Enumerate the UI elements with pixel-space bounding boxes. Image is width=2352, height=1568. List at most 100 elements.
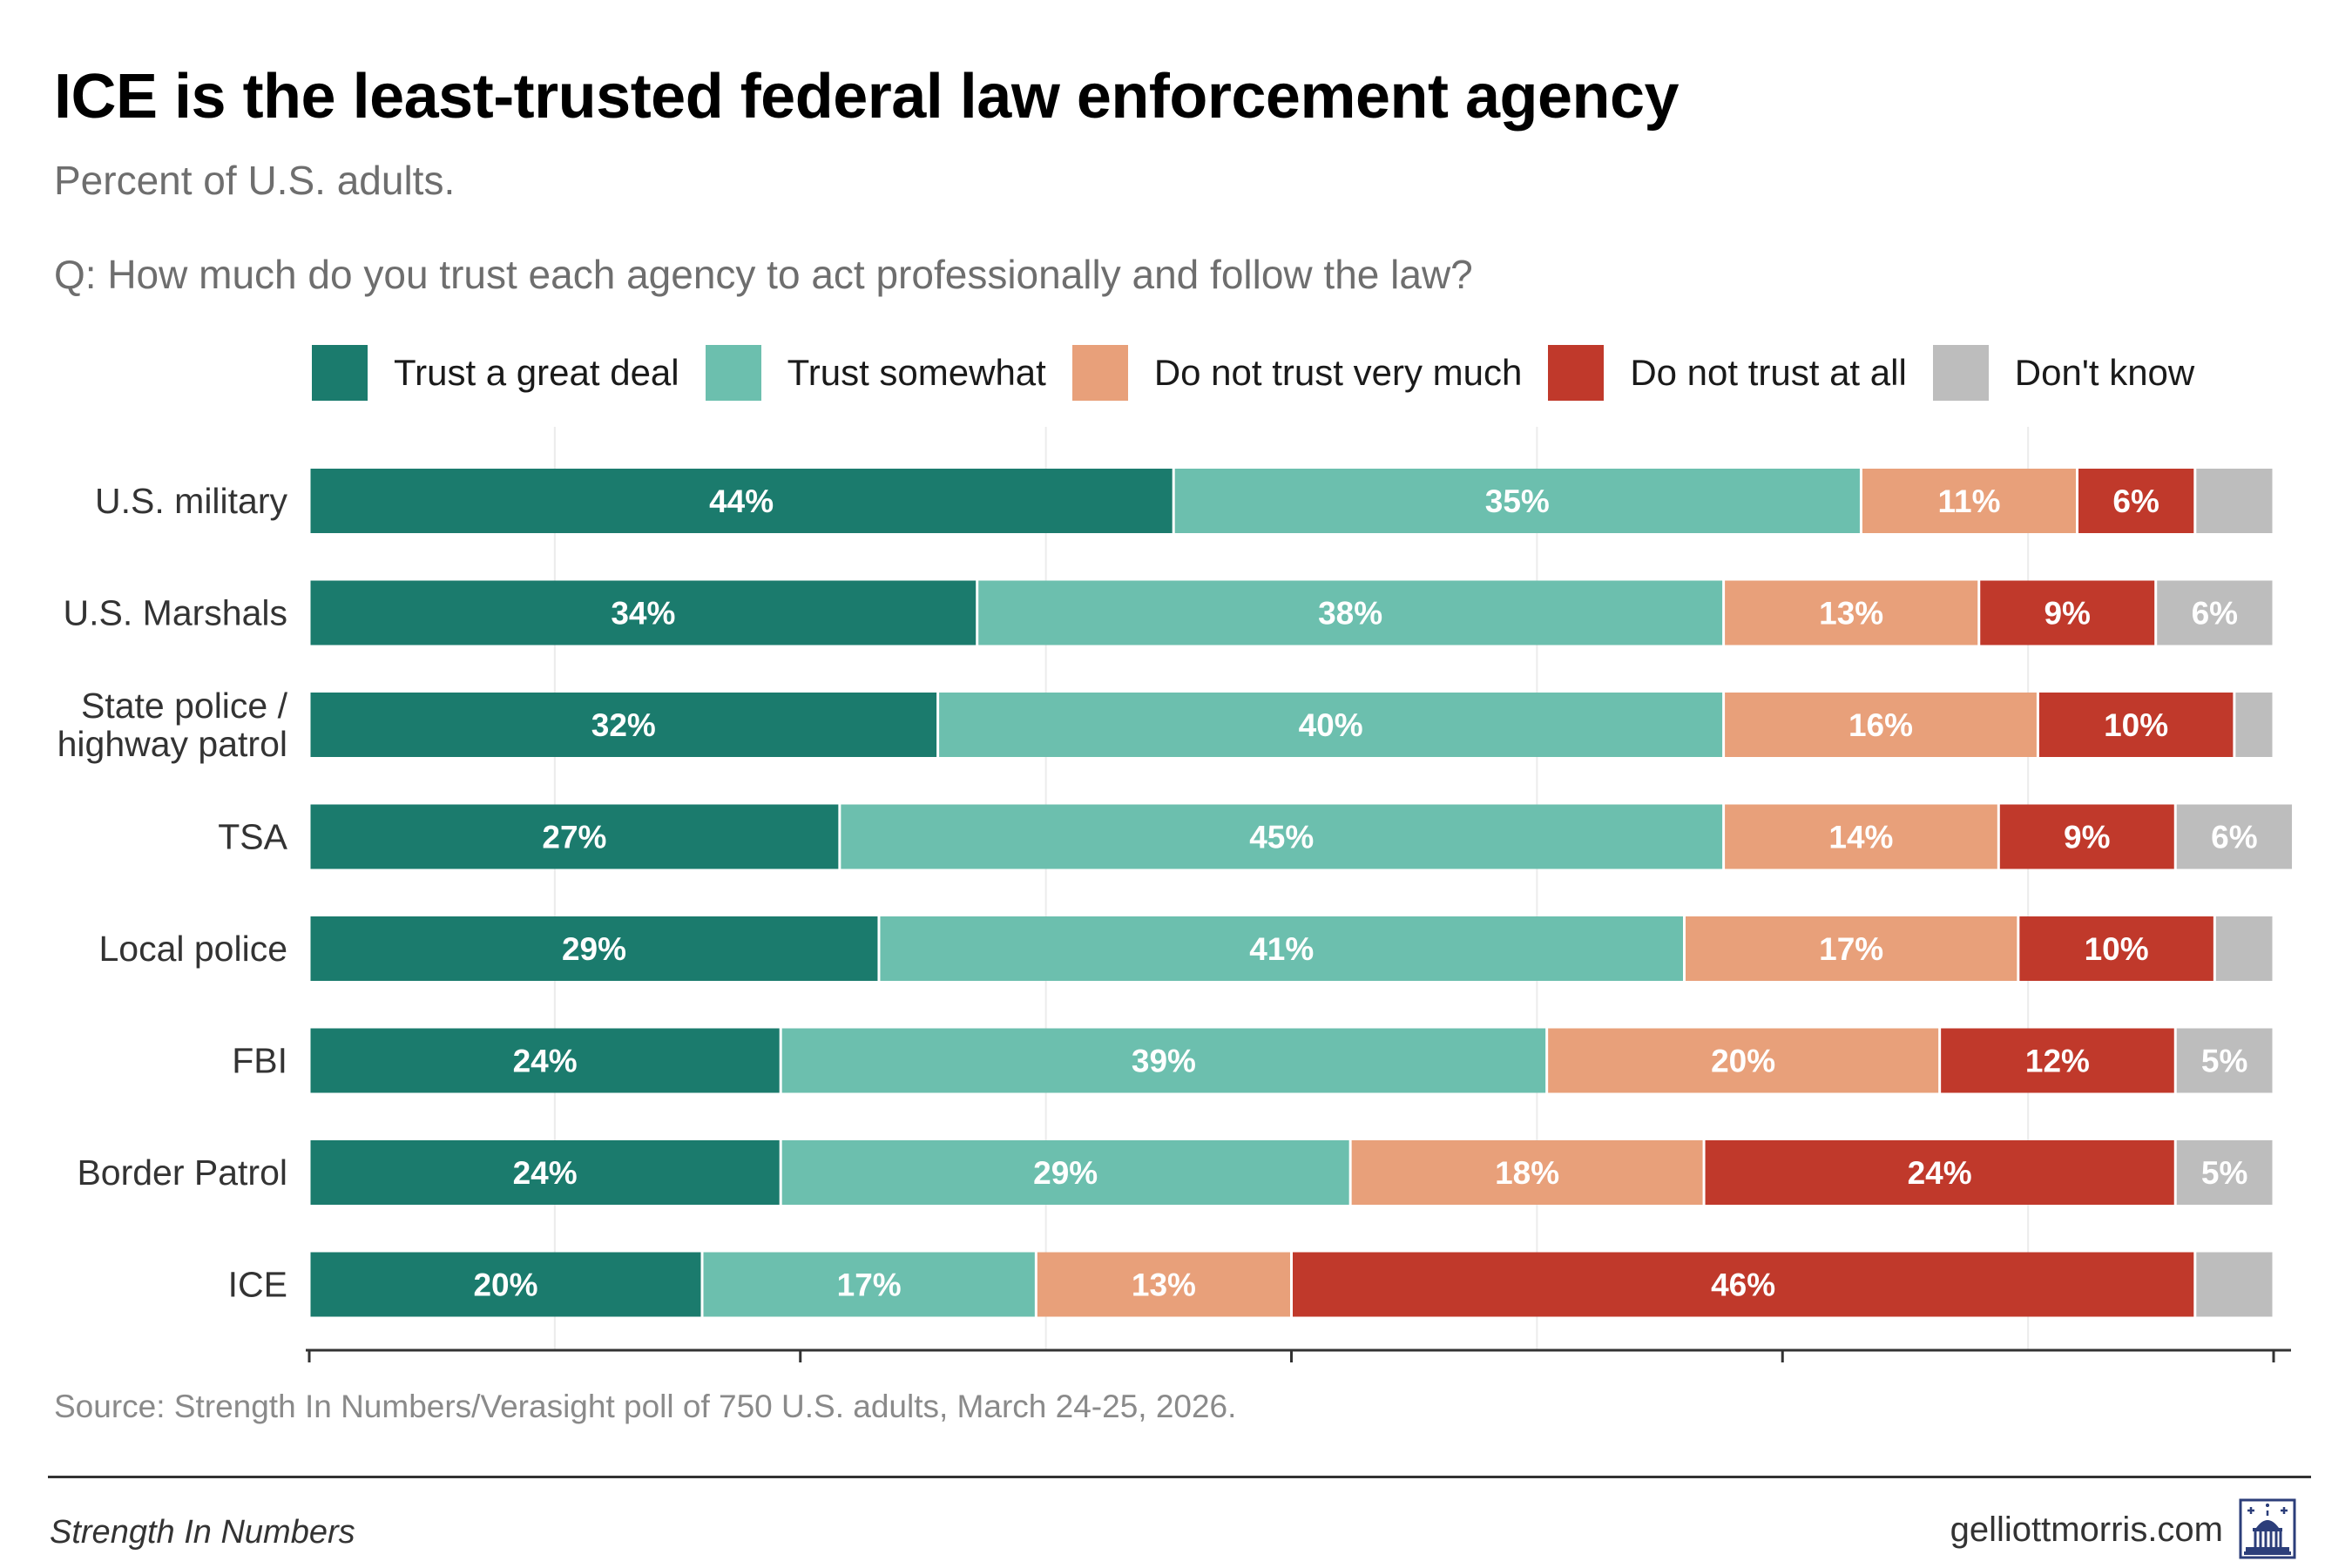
bar-segment [1686,916,2017,981]
legend-swatch [705,345,761,401]
bar-segment [2157,580,2273,645]
category-label: Border Patrol [77,1152,287,1193]
data-label: 17% [837,1267,902,1303]
data-label: 20% [1711,1044,1775,1079]
data-label: 45% [1249,820,1314,855]
data-label: 32% [591,707,656,743]
legend-label: Trust a great deal [394,352,679,393]
bar-segment [841,804,1723,869]
publication-name: Strength In Numbers [50,1514,355,1551]
data-label: 9% [2064,820,2110,855]
legend-label: Trust somewhat [787,352,1046,393]
category-label: U.S. military [95,481,287,521]
chart-title: ICE is the least-trusted federal law enf… [54,62,1680,132]
data-label: 6% [2211,820,2257,855]
bar-segment [2196,1252,2273,1317]
bar-segment [310,693,937,757]
bar-segment [1999,804,2174,869]
legend-item-not-at-all: Do not trust at all [1548,345,1907,401]
bar-segment [978,580,1723,645]
data-label: 27% [542,820,606,855]
capitol-dome-icon [2239,1498,2296,1559]
bar-segment [310,804,839,869]
category-label: U.S. Marshals [64,593,287,633]
bar-segment [1293,1252,2194,1317]
bar-segment [880,916,1683,981]
footer-divider [48,1476,2311,1478]
data-label: 24% [513,1155,578,1191]
bar-segment [1351,1140,1703,1205]
bar-segment [310,580,977,645]
data-label: 39% [1132,1044,1196,1079]
bar-segment [310,1028,780,1093]
data-label: 40% [1299,707,1363,743]
category-label: ICE [228,1265,287,1305]
bar-segment [2196,469,2273,533]
category-label: TSA [218,817,287,857]
data-label: 18% [1495,1155,1559,1191]
bar-segment [2078,469,2194,533]
data-label: 46% [1711,1267,1775,1303]
data-label: 24% [513,1044,578,1079]
legend-swatch [1071,345,1128,401]
bar-segment [1980,580,2155,645]
legend-label: Do not trust very much [1153,352,1523,393]
legend-item-trust-somewhat: Trust somewhat [705,345,1046,401]
data-label: 6% [2112,483,2159,519]
bar-segment [1037,1252,1290,1317]
data-label: 10% [2104,707,2168,743]
legend-item-dont-know: Don't know [1932,345,2195,401]
bar-segment [1548,1028,1939,1093]
chart-subtitle: Percent of U.S. adults. [54,158,456,203]
bar-segment [2176,804,2293,869]
data-label: 12% [2025,1044,2090,1079]
stacked-bar-chart: U.S. military 44% 35% 11% 6% U.S. Marshals 34%… [57,427,2293,1362]
data-label: 5% [2201,1044,2247,1079]
data-label: 29% [562,931,626,967]
data-label: 34% [611,596,675,632]
data-label: 6% [2192,596,2238,632]
legend-swatch [312,345,368,401]
data-label: 17% [1819,931,1883,967]
bar-segment [781,1140,1349,1205]
bar-segment [2215,916,2273,981]
category-label: State police / highway patrol [57,686,288,764]
bar-segment [939,693,1723,757]
data-label: 10% [2085,931,2149,967]
legend-item-trust-great-deal: Trust a great deal [312,345,679,401]
bar-segment [1941,1028,2174,1093]
data-label: 44% [709,483,774,519]
bar-segment [703,1252,1035,1317]
website-link[interactable]: gelliottmorris.com [1950,1511,2223,1549]
category-label: Local police [98,929,287,969]
legend-label: Don't know [2014,352,2195,393]
bar-segment [2038,693,2234,757]
legend: Trust a great deal Trust somewhat Do not… [312,345,2220,401]
bar-segment [310,1252,701,1317]
data-label: 24% [1908,1155,1972,1191]
category-label: FBI [232,1041,287,1081]
data-label: 13% [1819,596,1883,632]
bar-segment [2176,1028,2273,1093]
data-label: 13% [1132,1267,1196,1303]
bar-segment [1725,804,1997,869]
bar-segment [1725,693,2037,757]
data-label: 35% [1485,483,1550,519]
data-label: 14% [1828,820,1893,855]
data-label: 16% [1848,707,1913,743]
survey-question: Q: How much do you trust each agency to … [54,252,1473,297]
bar-segment [1174,469,1860,533]
data-label: 5% [2201,1155,2247,1191]
legend-label: Do not trust at all [1630,352,1907,393]
bar-segment [310,469,1173,533]
bar-segment [2235,693,2273,757]
bar-segment [310,1140,780,1205]
legend-swatch [1548,345,1605,401]
bar-segment [310,916,878,981]
data-label: 9% [2044,596,2090,632]
legend-item-not-very-much: Do not trust very much [1071,345,1523,401]
bar-segment [781,1028,1546,1093]
bar-segment [2176,1140,2273,1205]
source-note: Source: Strength In Numbers/Verasight po… [54,1389,1237,1424]
bar-segment [1725,580,1978,645]
